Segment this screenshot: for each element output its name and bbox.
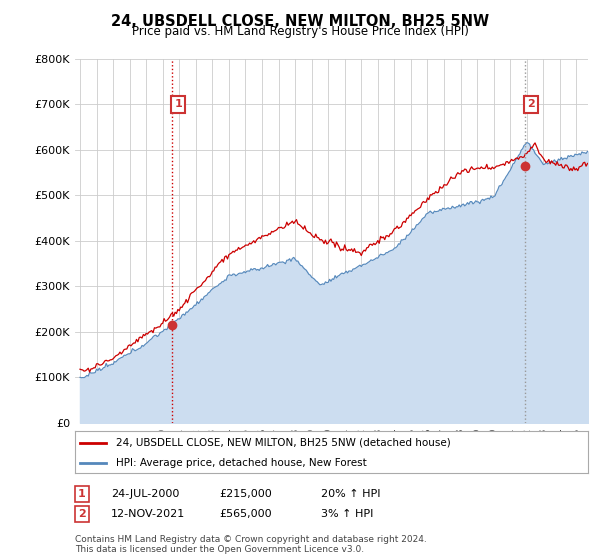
Text: HPI: Average price, detached house, New Forest: HPI: Average price, detached house, New … [116,458,367,468]
Text: Price paid vs. HM Land Registry's House Price Index (HPI): Price paid vs. HM Land Registry's House … [131,25,469,38]
Text: £565,000: £565,000 [219,509,272,519]
Text: 2: 2 [78,509,86,519]
Text: 24, UBSDELL CLOSE, NEW MILTON, BH25 5NW (detached house): 24, UBSDELL CLOSE, NEW MILTON, BH25 5NW … [116,438,451,448]
Text: 2: 2 [527,99,535,109]
Text: 20% ↑ HPI: 20% ↑ HPI [321,489,380,499]
Text: 24-JUL-2000: 24-JUL-2000 [111,489,179,499]
Text: Contains HM Land Registry data © Crown copyright and database right 2024.
This d: Contains HM Land Registry data © Crown c… [75,535,427,554]
Text: 1: 1 [174,99,182,109]
Text: 12-NOV-2021: 12-NOV-2021 [111,509,185,519]
Text: 24, UBSDELL CLOSE, NEW MILTON, BH25 5NW: 24, UBSDELL CLOSE, NEW MILTON, BH25 5NW [111,14,489,29]
Text: £215,000: £215,000 [219,489,272,499]
Text: 1: 1 [78,489,86,499]
Text: 3% ↑ HPI: 3% ↑ HPI [321,509,373,519]
